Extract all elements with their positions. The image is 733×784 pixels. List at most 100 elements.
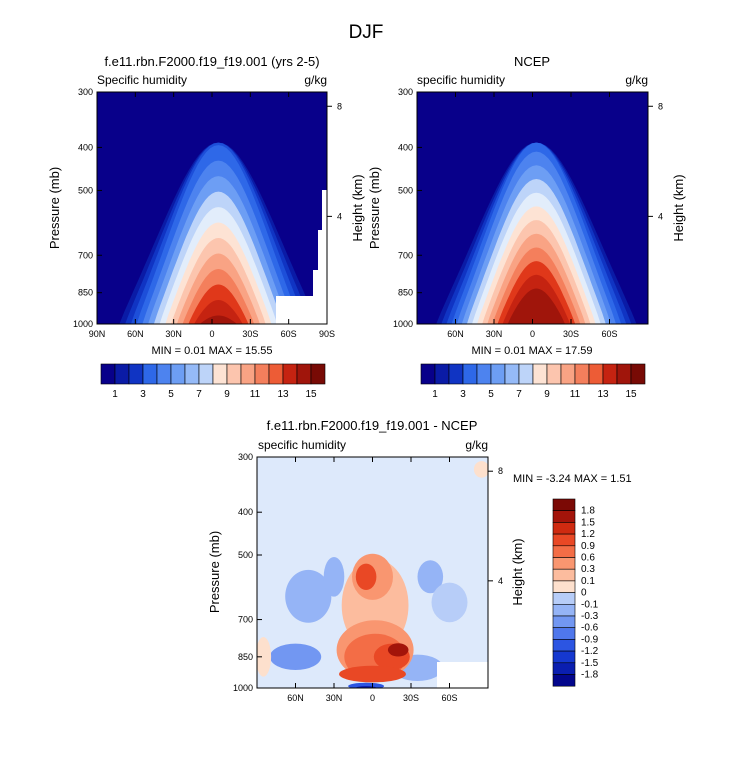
colorbar-box xyxy=(552,674,576,687)
colorbar-label: 13 xyxy=(597,389,609,400)
panel-ncep-field xyxy=(417,92,648,324)
panel-model-title: f.e11.rbn.F2000.f19_f19.001 (yrs 2-5) xyxy=(104,54,319,69)
colorbar-box xyxy=(100,363,116,385)
colorbar-box xyxy=(602,363,618,385)
colorbar-box xyxy=(552,545,576,558)
colorbar-label: 3 xyxy=(460,389,466,400)
difference-contour-band xyxy=(339,665,406,683)
difference-contour-band xyxy=(269,643,322,670)
panel-ncep-units: g/kg xyxy=(625,73,648,87)
colorbar-box xyxy=(552,592,576,605)
right-tick-label: 8 xyxy=(337,101,342,111)
panel-ncep-axes: 60N 30N 0 30S 60S 300 400 500 700 850 1000 8 4 xyxy=(393,87,663,339)
x-tick-label: 0 xyxy=(530,329,535,339)
panel-diff: f.e11.rbn.F2000.f19_f19.001 - NCEP speci… xyxy=(207,418,632,703)
colorbar-label: 0.6 xyxy=(581,553,595,564)
colorbar-box xyxy=(476,363,492,385)
colorbar-box xyxy=(546,363,562,385)
y-tick-label: 400 xyxy=(78,142,93,152)
colorbar-box xyxy=(504,363,520,385)
colorbar-box xyxy=(490,363,506,385)
panel-ncep-ylabel: Pressure (mb) xyxy=(367,167,382,249)
colorbar-box xyxy=(532,363,548,385)
x-tick-label: 30S xyxy=(242,329,258,339)
y-tick-label: 700 xyxy=(238,615,253,625)
colorbar-box xyxy=(212,363,228,385)
colorbar-box xyxy=(156,363,172,385)
difference-contour-band xyxy=(323,557,345,597)
difference-contour-band xyxy=(473,461,488,478)
humidity-contour-band xyxy=(507,288,565,324)
colorbar-label: 3 xyxy=(140,389,146,400)
panel-diff-missing-region xyxy=(437,662,488,688)
colorbar-box xyxy=(114,363,130,385)
y-tick-label: 700 xyxy=(78,250,93,260)
panel-model-colorbar: 1 3 5 7 9 11 13 15 xyxy=(100,363,326,400)
y-tick-label: 500 xyxy=(398,185,413,195)
colorbar-label: -1.8 xyxy=(581,670,599,681)
colorbar-box xyxy=(588,363,604,385)
colorbar-box xyxy=(518,363,534,385)
panel-model-missing-edge xyxy=(313,190,327,296)
x-tick-label: 60S xyxy=(601,329,617,339)
colorbar-label: 0.3 xyxy=(581,564,595,575)
difference-contour-band xyxy=(355,563,377,590)
right-tick-label: 4 xyxy=(337,211,342,221)
colorbar-box xyxy=(552,603,576,617)
y-tick-label: 850 xyxy=(398,288,413,298)
panel-diff-units: g/kg xyxy=(465,438,488,452)
y-tick-label: 850 xyxy=(238,652,253,662)
panel-model-stats: MIN = 0.01 MAX = 15.55 xyxy=(151,345,272,357)
colorbar-box xyxy=(254,363,270,385)
panel-diff-ylabel: Pressure (mb) xyxy=(207,531,222,613)
panel-diff-title: f.e11.rbn.F2000.f19_f19.001 - NCEP xyxy=(267,418,478,433)
panel-model-missing-region xyxy=(276,296,327,324)
difference-contour-band xyxy=(431,582,468,623)
colorbar-label: -1.2 xyxy=(581,646,599,657)
colorbar-label: 11 xyxy=(570,389,581,400)
colorbar-label: 5 xyxy=(488,389,494,400)
colorbar-box xyxy=(552,615,576,628)
x-tick-label: 0 xyxy=(209,329,214,339)
y-tick-label: 500 xyxy=(78,185,93,195)
colorbar-box xyxy=(552,557,576,570)
right-tick-label: 4 xyxy=(658,211,663,221)
colorbar-box xyxy=(552,639,576,652)
difference-contour-band xyxy=(387,643,409,657)
colorbar-label: -0.6 xyxy=(581,623,599,634)
right-tick-label: 8 xyxy=(498,466,503,476)
colorbar-box xyxy=(128,363,144,385)
humidity-contour-band xyxy=(194,300,243,324)
panel-ncep: NCEP specific humidity g/kg 60N 30N 0 30S 60… xyxy=(367,54,686,400)
colorbar-label: 13 xyxy=(277,389,289,400)
colorbar-label: 1 xyxy=(112,389,118,400)
colorbar-label: 7 xyxy=(196,389,202,400)
panel-model-ylabel-right: Height (km) xyxy=(350,174,365,241)
colorbar-label: -0.9 xyxy=(581,634,599,645)
x-tick-label: 0 xyxy=(370,693,375,703)
colorbar-box xyxy=(552,498,576,511)
colorbar-box xyxy=(198,363,214,385)
right-tick-label: 4 xyxy=(498,576,503,586)
x-tick-label: 60S xyxy=(281,329,297,339)
panel-diff-field xyxy=(257,457,488,688)
colorbar-box xyxy=(240,363,256,385)
figure-title: DJF xyxy=(349,22,384,43)
y-tick-label: 1000 xyxy=(393,319,413,329)
colorbar-label: 11 xyxy=(250,389,261,400)
colorbar-box xyxy=(552,580,576,593)
colorbar-box xyxy=(616,363,632,385)
colorbar-label: 15 xyxy=(625,389,637,400)
colorbar-label: 15 xyxy=(305,389,317,400)
difference-contour-band xyxy=(348,682,385,688)
colorbar-box xyxy=(552,510,576,523)
colorbar-label: 0 xyxy=(581,588,587,599)
y-tick-label: 1000 xyxy=(73,319,93,329)
panel-diff-left-label: specific humidity xyxy=(258,438,346,452)
x-tick-label: 30S xyxy=(563,329,579,339)
panel-diff-axes: 60N 30N 0 30S 60S 300 400 500 700 850 1000 8 4 xyxy=(233,452,503,703)
colorbar-label: -0.3 xyxy=(581,611,599,622)
panel-model-field xyxy=(97,92,327,324)
colorbar-label: -1.5 xyxy=(581,658,599,669)
colorbar-box xyxy=(310,363,326,385)
